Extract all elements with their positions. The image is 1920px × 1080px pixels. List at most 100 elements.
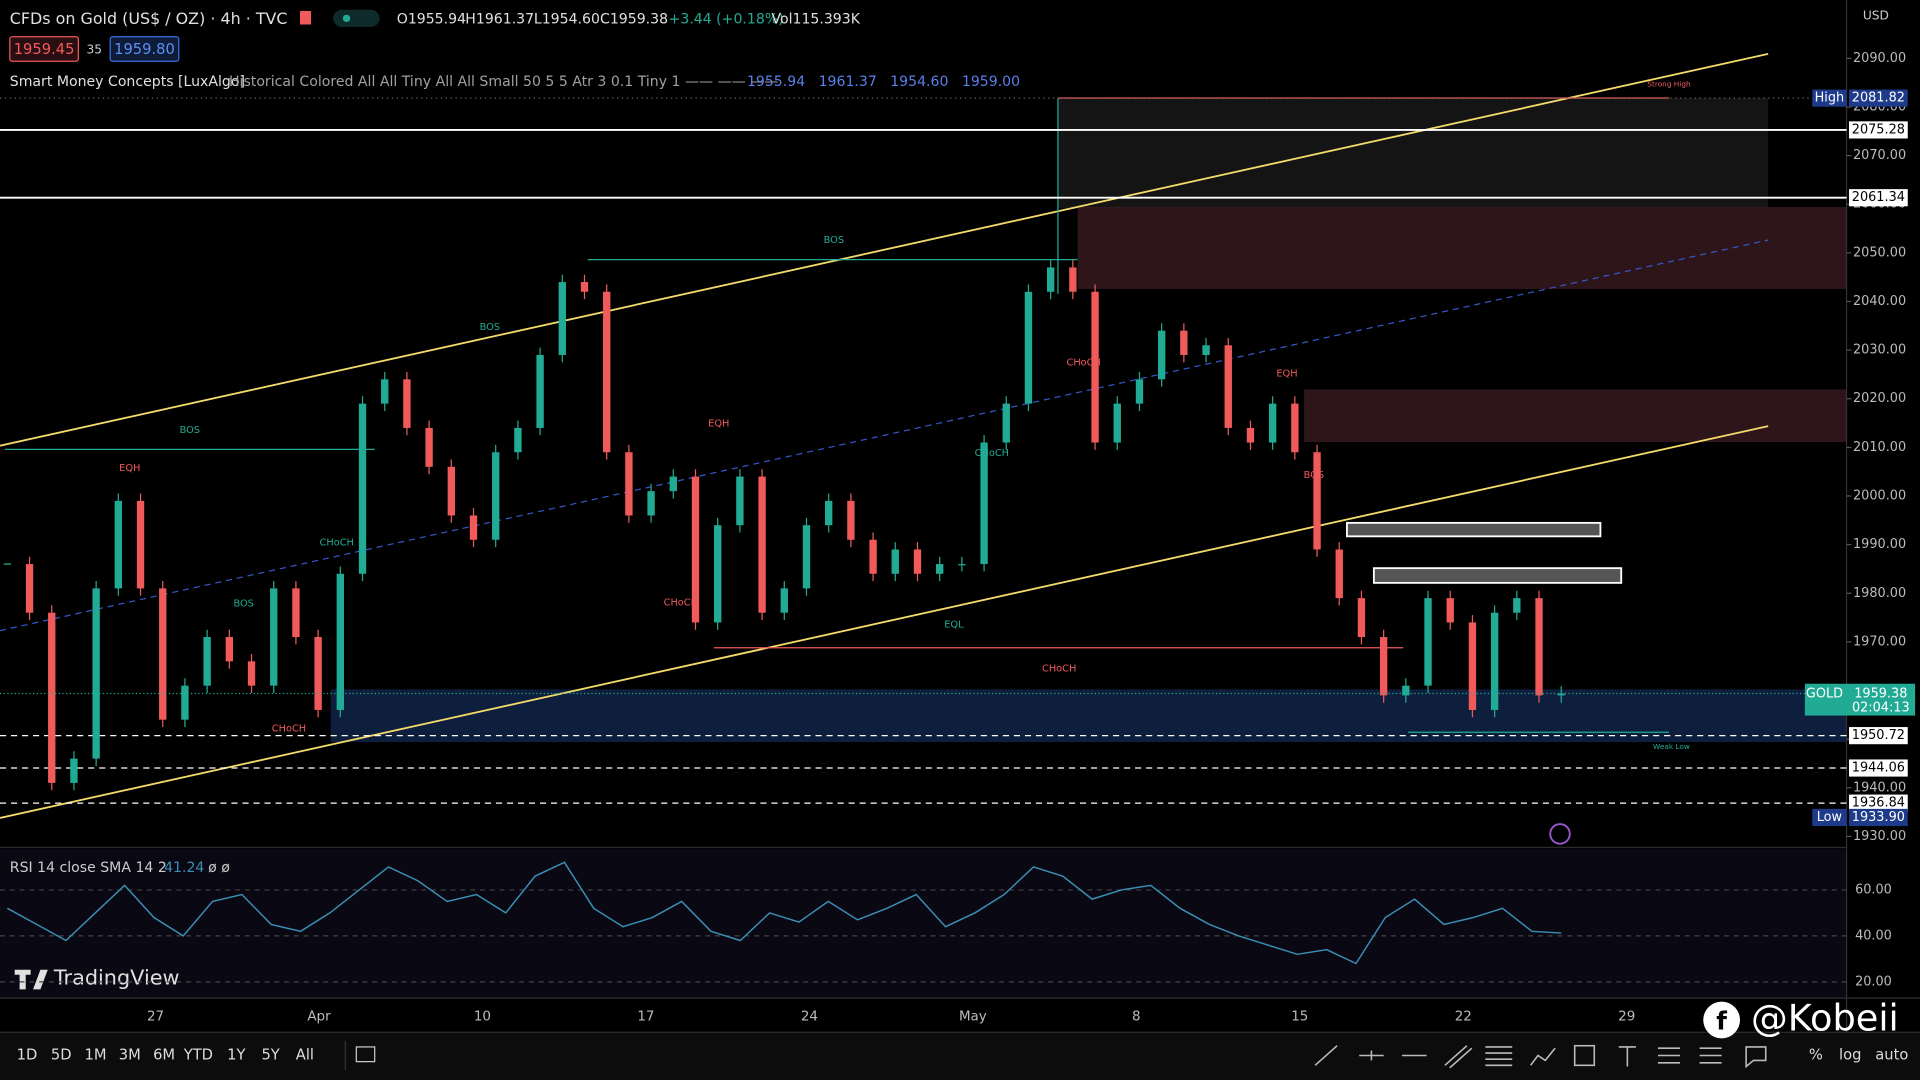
level-tag-bg bbox=[1812, 89, 1847, 107]
flag-icon[interactable] bbox=[300, 11, 312, 25]
candle bbox=[1157, 330, 1166, 380]
candle bbox=[580, 282, 589, 292]
box bbox=[1372, 567, 1623, 584]
candle bbox=[758, 476, 766, 613]
level-label: 2075.28 bbox=[1852, 122, 1905, 137]
candle bbox=[92, 588, 100, 759]
candle bbox=[1535, 598, 1543, 696]
tool-channel[interactable] bbox=[1444, 1045, 1473, 1069]
range-button[interactable]: YTD bbox=[183, 1047, 213, 1064]
volume: Vol115.393K bbox=[771, 12, 860, 28]
range-button[interactable]: 6M bbox=[153, 1047, 175, 1064]
level-label: 1933.90 bbox=[1852, 810, 1905, 825]
symbol[interactable]: CFDs on Gold (US$ / OZ) · 4h · TVC bbox=[10, 9, 288, 28]
rsi-title[interactable]: RSI 14 close SMA 14 2 bbox=[10, 860, 167, 876]
candle bbox=[1357, 598, 1366, 638]
candle bbox=[114, 500, 123, 589]
range-button[interactable]: 1M bbox=[84, 1047, 106, 1064]
level-badge bbox=[1848, 759, 1908, 777]
price-tick-label: 1930.00 bbox=[1853, 829, 1906, 844]
drawing-tools bbox=[1314, 1044, 1767, 1069]
candle bbox=[691, 476, 700, 623]
range-button[interactable]: 1D bbox=[17, 1047, 38, 1064]
ohlc-high: H1961.37 bbox=[465, 12, 534, 28]
channel-line bbox=[0, 52, 1769, 447]
price-tick-label: 1970.00 bbox=[1853, 634, 1906, 649]
candle bbox=[1135, 379, 1144, 404]
candle bbox=[669, 476, 677, 492]
candle bbox=[469, 515, 478, 540]
rsi-tick-label: 40.00 bbox=[1855, 928, 1892, 943]
watermark: @Kobeii bbox=[1751, 997, 1899, 1040]
price-tick-label: 2000.00 bbox=[1853, 489, 1906, 504]
facebook-icon bbox=[1703, 1001, 1740, 1039]
price-tick-label: 2010.00 bbox=[1853, 440, 1906, 455]
time-label: Apr bbox=[307, 1009, 331, 1024]
time-label: 24 bbox=[801, 1009, 818, 1024]
level-label: 1936.84 bbox=[1852, 796, 1905, 811]
candle bbox=[1335, 549, 1343, 599]
candle bbox=[647, 491, 655, 516]
candle bbox=[1424, 598, 1432, 686]
candle bbox=[558, 282, 566, 355]
buy-button[interactable] bbox=[109, 36, 180, 62]
range-button[interactable]: 5Y bbox=[261, 1047, 279, 1064]
ohlc-change: +3.44 (+0.18%) bbox=[669, 12, 784, 28]
ohlc-low: L1954.60 bbox=[534, 12, 600, 28]
candle bbox=[1513, 598, 1521, 613]
scale-button[interactable]: log bbox=[1839, 1047, 1861, 1064]
tool-settings[interactable] bbox=[1699, 1047, 1722, 1064]
indicator-name[interactable]: Smart Money Concepts [LuxAlgo] bbox=[10, 74, 245, 90]
candle bbox=[48, 612, 56, 783]
tool-comment[interactable] bbox=[1745, 1046, 1767, 1069]
currency[interactable]: USD bbox=[1863, 8, 1889, 22]
tool-ray[interactable] bbox=[1359, 1050, 1384, 1061]
tool-pattern[interactable] bbox=[1529, 1047, 1556, 1066]
tool-text[interactable] bbox=[1618, 1046, 1636, 1067]
candle bbox=[1224, 345, 1232, 428]
annotation: CHoCH bbox=[320, 537, 354, 548]
range-button[interactable]: 5D bbox=[51, 1047, 72, 1064]
level-label: 2081.82 bbox=[1852, 91, 1905, 106]
candle bbox=[1490, 612, 1499, 710]
last-price-name: GOLD bbox=[1806, 687, 1843, 702]
countdown: 02:04:13 bbox=[1852, 701, 1910, 716]
time-label: 27 bbox=[147, 1009, 164, 1024]
level-badge bbox=[1848, 794, 1908, 812]
level-badge bbox=[1848, 89, 1908, 107]
candle bbox=[625, 452, 633, 516]
sell-button[interactable] bbox=[9, 36, 79, 62]
tool-rect[interactable] bbox=[1573, 1044, 1596, 1067]
scale-button[interactable]: auto bbox=[1875, 1047, 1908, 1064]
time-label: 22 bbox=[1455, 1009, 1472, 1024]
candle bbox=[1113, 403, 1121, 443]
price-tick-label: 2030.00 bbox=[1853, 343, 1906, 358]
tool-list[interactable] bbox=[1657, 1047, 1680, 1064]
rsi-line bbox=[6, 861, 1562, 965]
tool-trendline[interactable] bbox=[1314, 1045, 1338, 1066]
candle bbox=[891, 549, 899, 574]
rsi-last: 41.24 bbox=[164, 860, 204, 876]
candle bbox=[358, 403, 367, 574]
goto-date-icon[interactable] bbox=[355, 1046, 376, 1063]
range-button[interactable]: 3M bbox=[119, 1047, 141, 1064]
price-tick-label: 1990.00 bbox=[1853, 537, 1906, 552]
candle bbox=[802, 525, 811, 589]
range-button[interactable]: 1Y bbox=[227, 1047, 245, 1064]
candle bbox=[1091, 291, 1099, 443]
candle bbox=[425, 427, 433, 467]
range-button[interactable]: All bbox=[296, 1047, 314, 1064]
candle bbox=[936, 564, 944, 574]
candle bbox=[1002, 403, 1010, 443]
candle bbox=[403, 379, 411, 428]
tool-fib[interactable] bbox=[1485, 1046, 1513, 1067]
indicator-values: 1955.94 1961.37 1954.60 1959.00 bbox=[747, 74, 1020, 90]
event-icon[interactable] bbox=[1549, 823, 1571, 845]
scale-button[interactable]: % bbox=[1809, 1047, 1823, 1064]
bid[interactable]: 1959.45 bbox=[14, 41, 75, 58]
ask[interactable]: 1959.80 bbox=[114, 41, 175, 58]
candle bbox=[159, 588, 167, 720]
annotation: CHoCH bbox=[975, 448, 1009, 459]
